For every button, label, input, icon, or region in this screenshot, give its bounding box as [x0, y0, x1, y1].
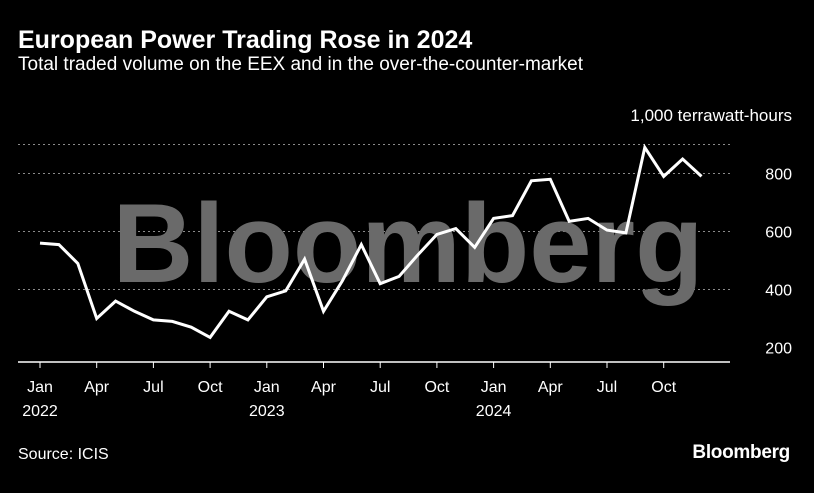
y-axis-label: 1,000 terrawatt-hours — [630, 106, 792, 125]
bloomberg-logo: Bloomberg — [692, 442, 790, 463]
x-tick-label: Jan — [254, 379, 280, 396]
x-tick-label: Jul — [143, 379, 163, 396]
bloomberg-watermark: Bloomberg — [112, 181, 703, 306]
y-tick-label: 600 — [765, 225, 792, 242]
y-tick-label: 400 — [765, 283, 792, 300]
x-tick-label: Jul — [370, 379, 390, 396]
chart-title: European Power Trading Rose in 2024 — [18, 26, 473, 54]
x-axis-ticks: Jan 2022 Apr Jul Oct Jan 2023 Apr Jul Oct Jan 2024 A… — [22, 362, 677, 420]
y-tick-label: 800 — [765, 167, 792, 184]
series-line — [39, 143, 703, 340]
x-year-label: 2022 — [22, 403, 58, 420]
gridlines — [18, 144, 730, 290]
x-tick-label: Apr — [311, 379, 337, 396]
chart-subtitle: Total traded volume on the EEX and in th… — [18, 54, 584, 75]
y-axis-ticks: 200 400 600 800 — [765, 167, 792, 358]
y-tick-label: 200 — [765, 341, 792, 358]
x-year-label: 2024 — [476, 403, 512, 420]
x-tick-label: Jul — [597, 379, 617, 396]
x-tick-label: Jan — [481, 379, 507, 396]
x-tick-label: Oct — [651, 379, 676, 396]
x-tick-label: Jan — [27, 379, 53, 396]
x-tick-label: Apr — [84, 379, 110, 396]
x-tick-label: Apr — [538, 379, 564, 396]
source-note: Source: ICIS — [18, 446, 109, 463]
series-group — [39, 143, 703, 340]
x-year-label: 2023 — [249, 403, 285, 420]
x-tick-label: Oct — [198, 379, 223, 396]
x-tick-label: Oct — [424, 379, 449, 396]
